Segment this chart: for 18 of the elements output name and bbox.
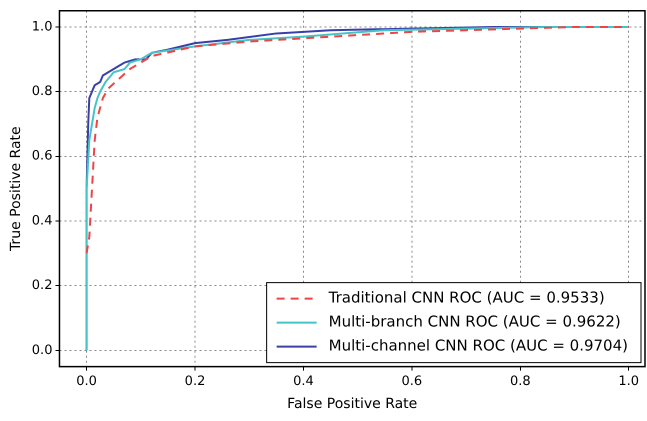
y-tick-label: 0.0 — [32, 342, 52, 358]
x-tick-label: 1.0 — [618, 374, 640, 389]
x-tick-label: 0.2 — [184, 374, 206, 389]
y-tick-label: 0.2 — [32, 278, 52, 294]
x-tick-label: 0.8 — [510, 374, 531, 389]
y-tick-label: 0.8 — [32, 84, 52, 100]
x-axis-title: False Positive Rate — [287, 396, 418, 412]
x-tick-label: 0.4 — [293, 374, 314, 389]
legend-label: Multi-channel CNN ROC (AUC = 0.9704) — [328, 336, 628, 354]
legend-label: Traditional CNN ROC (AUC = 0.9533) — [328, 288, 605, 306]
line-series — [86, 26, 630, 254]
y-tick-label: 0.4 — [32, 213, 52, 228]
legend-label: Multi-branch CNN ROC (AUC = 0.9622) — [328, 312, 621, 330]
x-tick-label: 0.6 — [402, 374, 422, 389]
y-axis-title: True Positive Rate — [8, 126, 24, 252]
y-tick-label: 1.0 — [32, 19, 52, 34]
x-tick-label: 0.0 — [76, 374, 97, 389]
y-tick-label: 0.6 — [32, 148, 52, 164]
